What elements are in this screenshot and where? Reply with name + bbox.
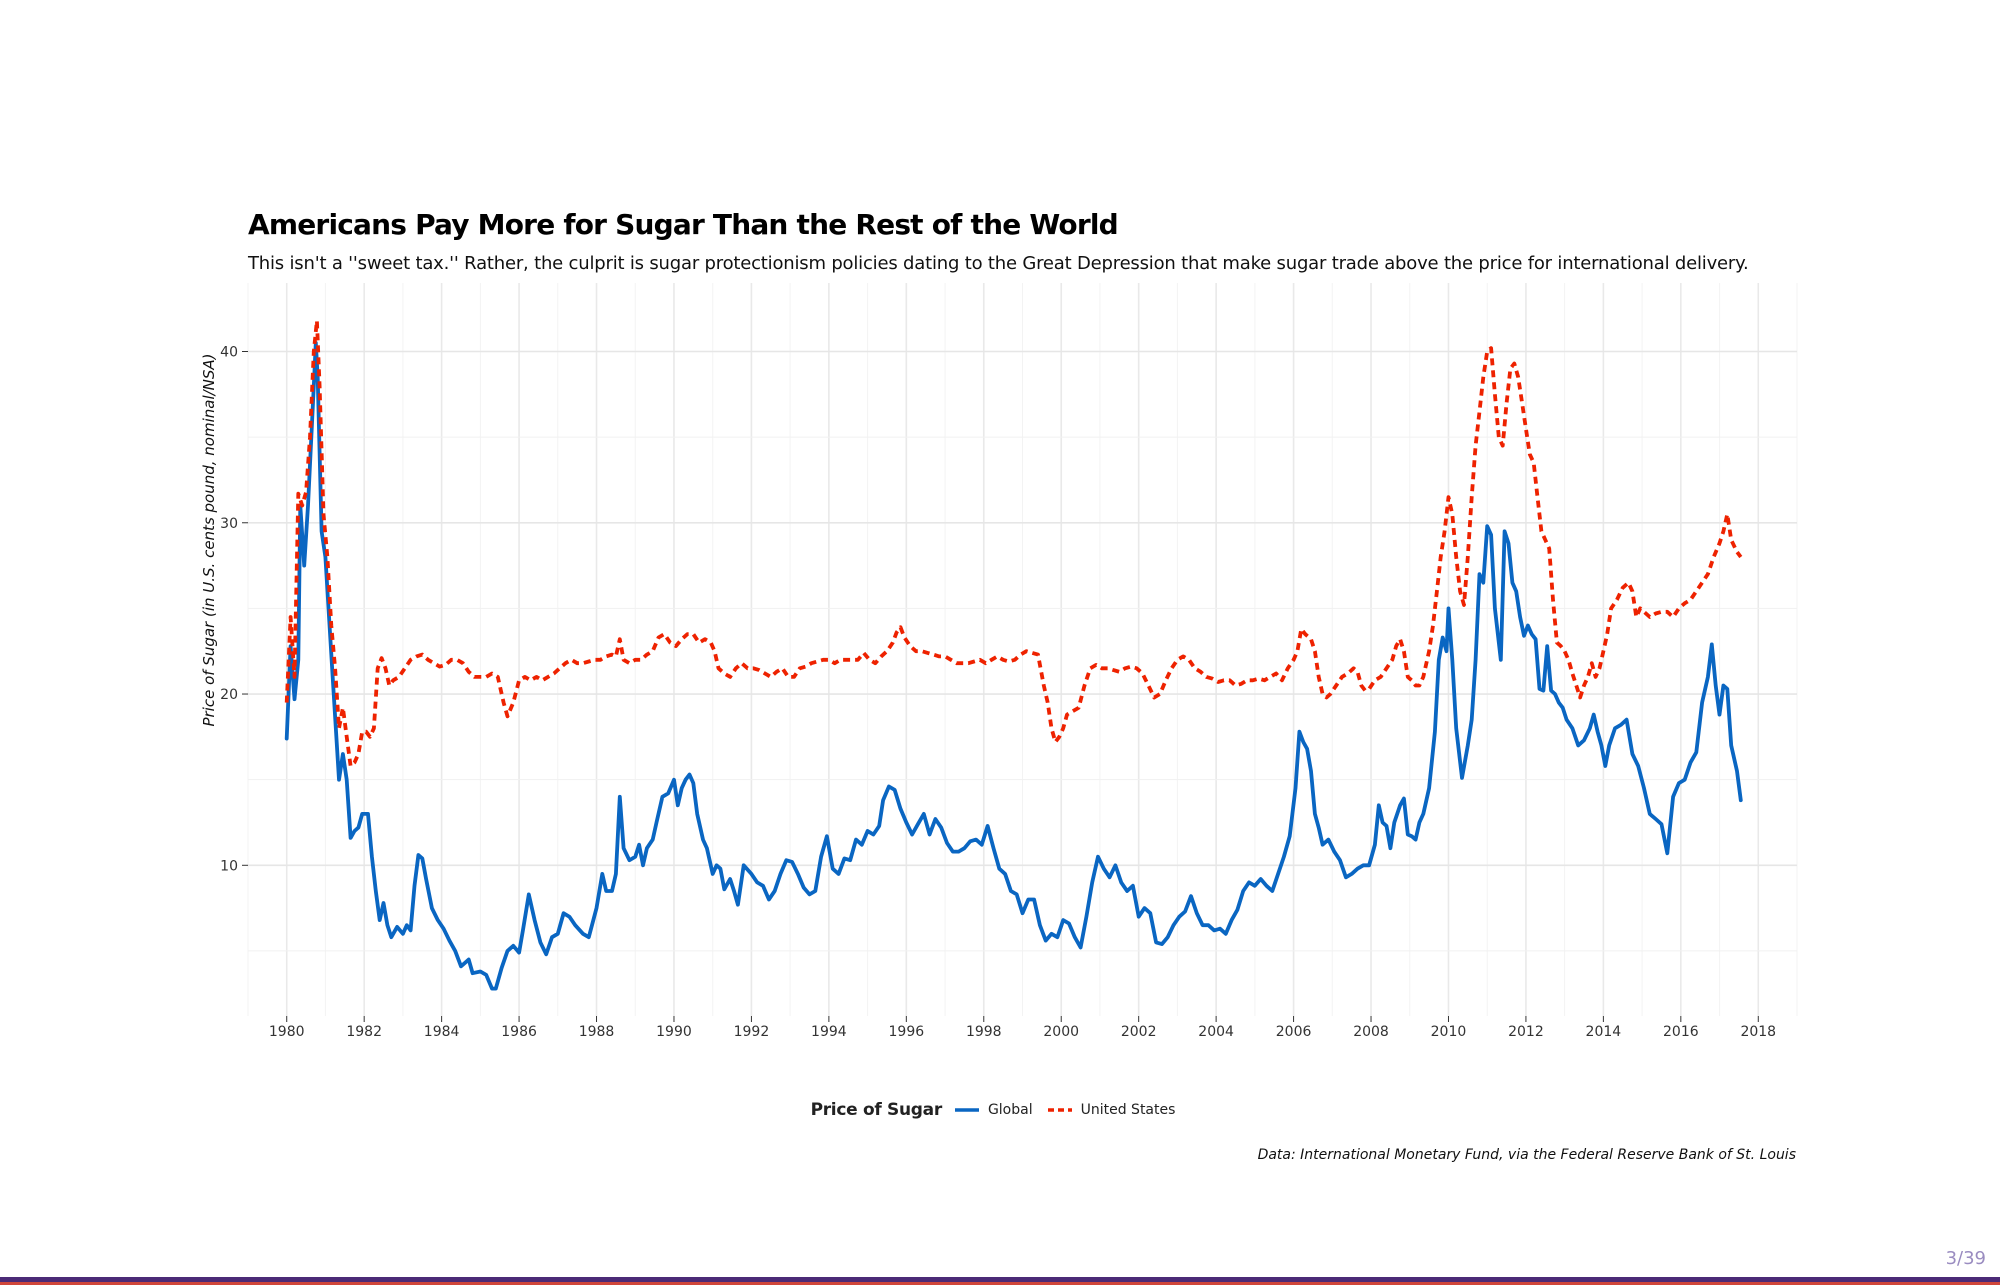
x-tick-label: 1996 — [889, 1024, 925, 1040]
x-tick-label: 1986 — [501, 1024, 537, 1040]
legend-title: Price of Sugar — [810, 1100, 943, 1120]
chart-subtitle: This isn't a ''sweet tax.'' Rather, the … — [248, 253, 1749, 274]
x-tick-label: 1982 — [346, 1024, 382, 1040]
legend-key-dashed-line — [1047, 1108, 1072, 1112]
x-tick-label: 2008 — [1353, 1024, 1389, 1040]
x-tick-label: 2014 — [1586, 1024, 1622, 1040]
grid — [247, 283, 1798, 1016]
legend-item-united-states: United States — [1047, 1102, 1176, 1118]
legend-label-united-states: United States — [1080, 1102, 1176, 1118]
x-tick-label: 2000 — [1043, 1024, 1079, 1040]
axes: 10 20 30 40 1980 1982 1984 1986 1988 1990 1992 1994… — [220, 345, 1776, 1040]
y-tick-label: 40 — [220, 345, 238, 361]
slide-number: 3/39 — [1945, 1248, 1986, 1269]
slide-bottom-bar — [0, 1277, 2000, 1285]
legend: Price of Sugar Global United States — [0, 1100, 2000, 1120]
x-tick-label: 2018 — [1740, 1024, 1776, 1040]
x-tick-label: 1980 — [269, 1024, 305, 1040]
x-tick-label: 1994 — [811, 1024, 847, 1040]
x-tick-label: 1984 — [424, 1024, 460, 1040]
legend-label-global: Global — [987, 1102, 1033, 1118]
y-tick-label: 10 — [220, 858, 238, 874]
x-tick-label: 1992 — [734, 1024, 770, 1040]
series-line-global — [284, 341, 1743, 991]
source-caption: Data: International Monetary Fund, via t… — [1257, 1147, 1796, 1163]
x-tick-label: 1990 — [656, 1024, 692, 1040]
y-axis-label: Price of Sugar (in U.S. cents pound, nom… — [200, 353, 218, 726]
x-tick-label: 1998 — [966, 1024, 1002, 1040]
x-tick-label: 2006 — [1276, 1024, 1312, 1040]
x-tick-label: 2012 — [1508, 1024, 1544, 1040]
series-lines — [284, 318, 1743, 991]
x-tick-label: 2010 — [1431, 1024, 1467, 1040]
x-tick-label: 2002 — [1121, 1024, 1157, 1040]
legend-item-global: Global — [954, 1102, 1033, 1118]
series-line-united-states — [284, 318, 1743, 768]
chart-title: Americans Pay More for Sugar Than the Re… — [248, 208, 1119, 241]
x-tick-label: 1988 — [579, 1024, 615, 1040]
y-tick-label: 20 — [220, 687, 238, 703]
legend-key-solid-line — [954, 1108, 979, 1112]
y-tick-label: 30 — [220, 516, 238, 532]
x-tick-label: 2004 — [1198, 1024, 1234, 1040]
x-tick-label: 2016 — [1663, 1024, 1699, 1040]
